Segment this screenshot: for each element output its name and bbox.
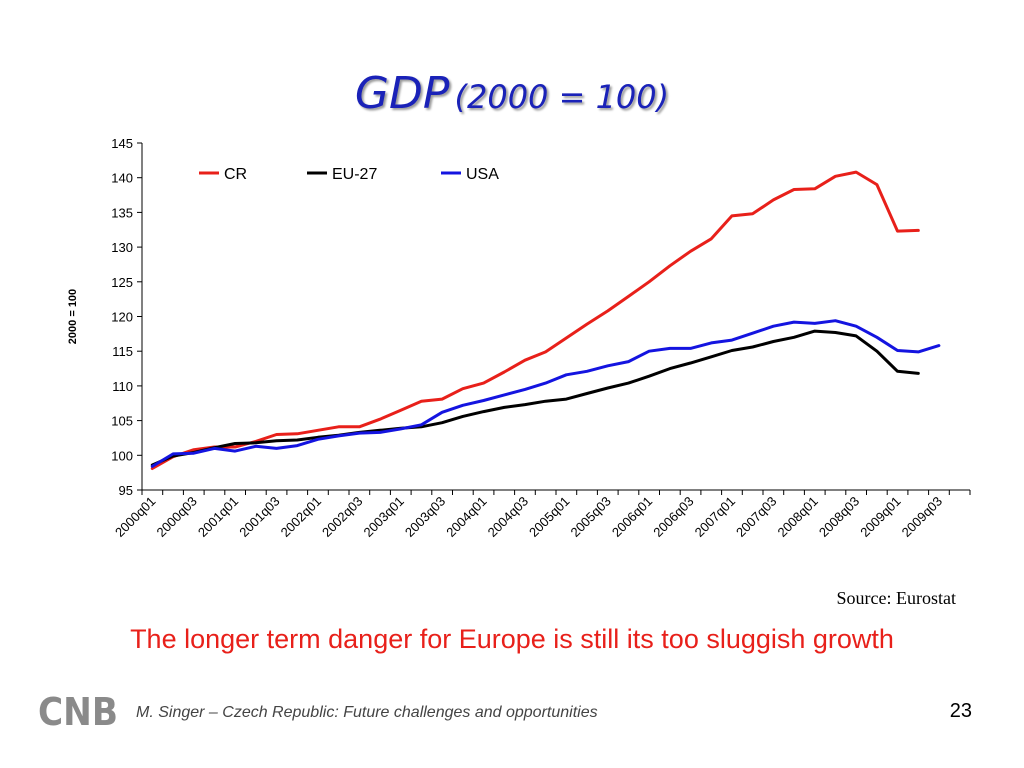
x-tick-label: 2008q01 <box>774 494 820 540</box>
x-tick-label: 2006q01 <box>609 494 655 540</box>
y-tick-label: 115 <box>112 344 133 359</box>
x-tick-label: 2009q01 <box>857 494 903 540</box>
series-line-eu-27 <box>150 329 920 467</box>
y-tick-label: 105 <box>111 414 133 429</box>
cnb-logo-text: CNB <box>38 690 118 730</box>
source-note: Source: Eurostat <box>836 588 956 608</box>
slide-caption: The longer term danger for Europe is sti… <box>130 624 894 654</box>
y-axis-label: 2000 = 100 <box>67 289 79 344</box>
y-tick-label: 145 <box>111 136 133 151</box>
y-tick-label: 100 <box>111 448 133 463</box>
x-tick-label: 2006q03 <box>650 494 696 540</box>
slide-title-paren: (2000 = 100) <box>454 78 670 116</box>
x-tick-label: 2007q03 <box>733 494 779 540</box>
x-tick-label: 2007q01 <box>692 494 738 540</box>
page-number: 23 <box>949 700 972 722</box>
y-tick-label: 130 <box>111 240 133 255</box>
x-tick-label: 2000q03 <box>153 494 199 540</box>
legend-label-eu-27: EU-27 <box>332 166 377 183</box>
series-line-usa <box>150 319 941 468</box>
y-tick-label: 110 <box>112 379 133 394</box>
x-tick-label: 2003q01 <box>360 494 406 540</box>
x-tick-label: 2005q01 <box>526 494 572 540</box>
cnb-logo: CNB <box>38 690 118 730</box>
x-tick-label: 2000q01 <box>112 494 158 540</box>
gdp-line-chart: 95 100 105 110 115 120 125 130 135 140 145 2000 = 1… <box>67 136 971 540</box>
y-tick-label: 95 <box>119 483 133 498</box>
x-tick-label: 2004q03 <box>485 494 531 540</box>
y-tick-label: 125 <box>111 275 133 290</box>
x-tick-label: 2001q01 <box>195 494 241 540</box>
x-tick-label: 2001q03 <box>236 494 282 540</box>
slide-title: GDP (2000 = 100) <box>0 68 1024 119</box>
legend-label-usa: USA <box>466 166 499 183</box>
slide-title-main: GDP <box>354 68 450 119</box>
series-line-cr <box>150 170 920 470</box>
x-tick-label: 2004q01 <box>443 494 489 540</box>
footer-text: M. Singer – Czech Republic: Future chall… <box>136 704 598 721</box>
x-tick-label: 2002q03 <box>319 494 365 540</box>
y-tick-label: 135 <box>111 205 133 220</box>
x-tick-label: 2005q03 <box>567 494 613 540</box>
y-tick-label: 140 <box>111 171 133 186</box>
y-tick-label: 120 <box>111 310 133 325</box>
x-tick-label: 2008q03 <box>816 494 862 540</box>
legend-label-cr: CR <box>224 166 247 183</box>
x-tick-label: 2002q01 <box>278 494 324 540</box>
x-tick-label: 2009q03 <box>899 494 945 540</box>
x-tick-label: 2003q03 <box>402 494 448 540</box>
